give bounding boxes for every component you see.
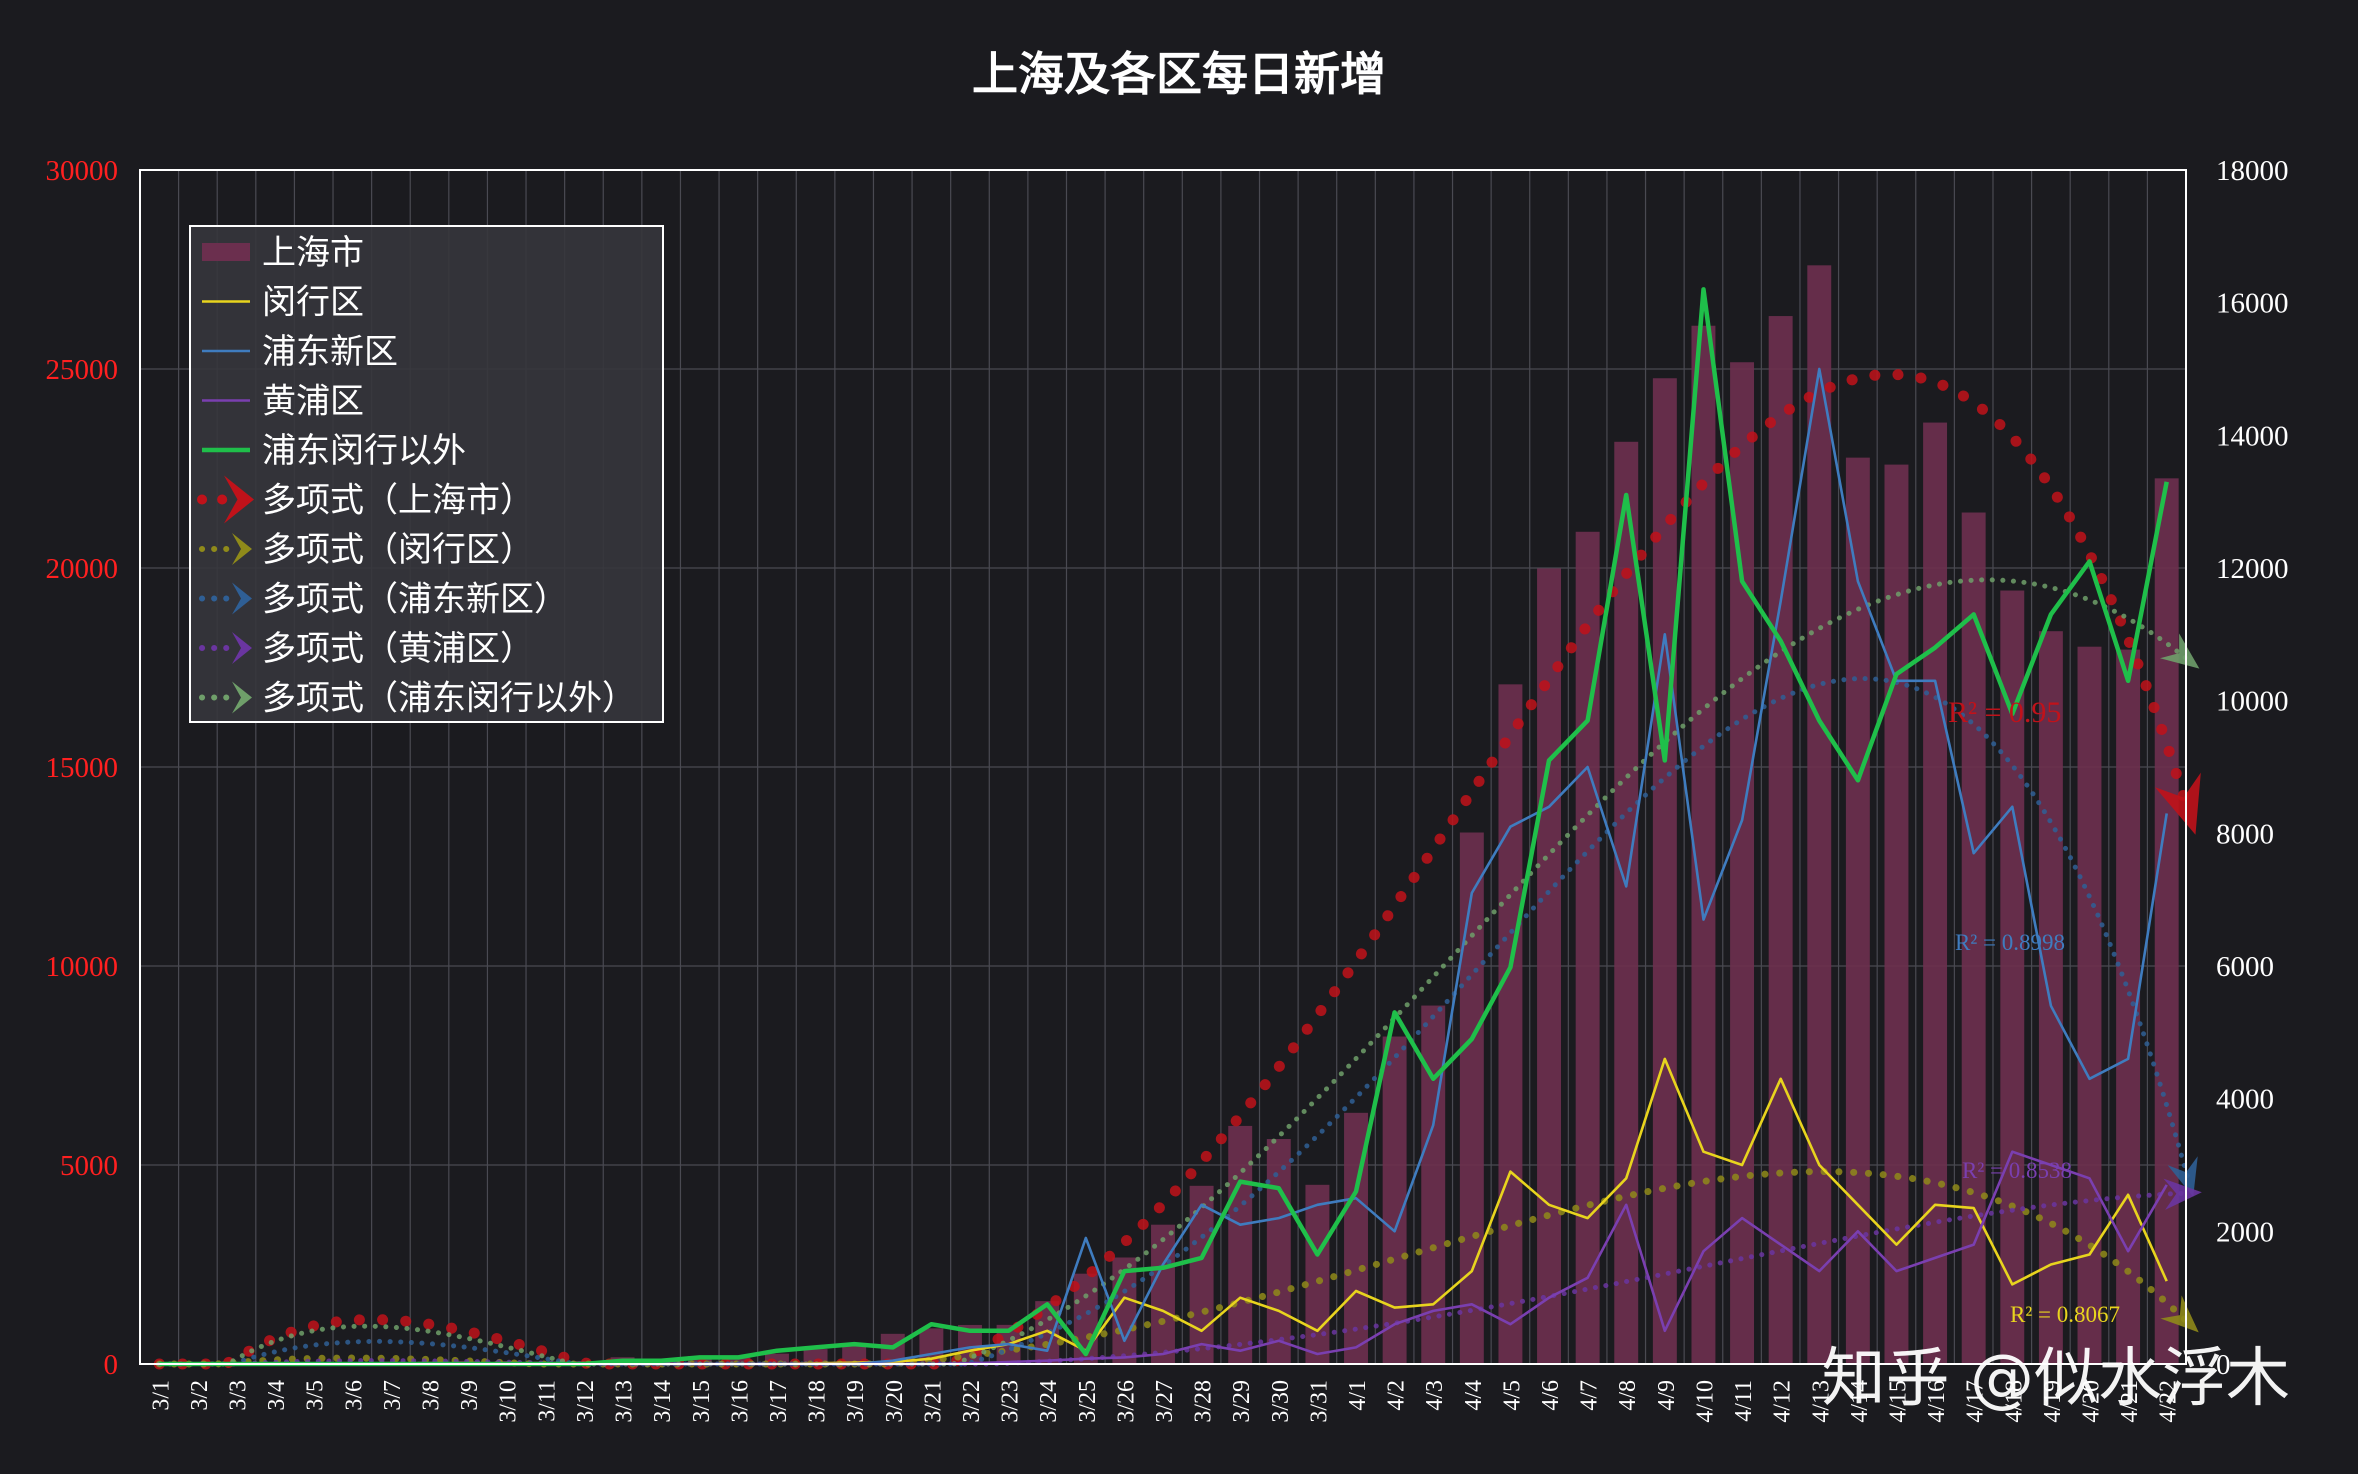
bar <box>1498 684 1522 1364</box>
legend-label: 多项式（浦东闵行以外） <box>262 680 636 718</box>
right-axis-tick-label: 18000 <box>2216 155 2289 187</box>
left-axis-tick-label: 0 <box>104 1349 119 1381</box>
bar <box>1846 458 1870 1364</box>
bar <box>1653 378 1677 1364</box>
x-axis-tick-label: 3/3 <box>226 1380 252 1411</box>
x-axis-tick-label: 4/7 <box>1577 1380 1603 1411</box>
x-axis-tick-label: 3/20 <box>882 1380 908 1423</box>
x-axis-tick-label: 3/28 <box>1191 1380 1217 1423</box>
bar <box>1460 833 1484 1364</box>
x-axis-tick-label: 4/11 <box>1731 1380 1757 1422</box>
x-axis-tick-label: 3/12 <box>573 1380 599 1423</box>
legend-label: 上海市 <box>262 234 364 272</box>
bar <box>1769 316 1793 1364</box>
x-axis-tick-label: 3/21 <box>920 1380 946 1423</box>
right-axis-tick-label: 10000 <box>2216 686 2289 718</box>
legend-label: 闵行区 <box>262 284 364 322</box>
r2-label: R² = 0.8067 <box>2010 1302 2120 1327</box>
x-axis-tick-label: 3/10 <box>496 1380 522 1423</box>
x-axis-tick-label: 4/5 <box>1499 1380 1525 1411</box>
x-axis-tick-label: 4/10 <box>1692 1380 1718 1423</box>
r2-label: R² = 0.8998 <box>1955 930 2065 955</box>
right-axis-tick-label: 12000 <box>2216 553 2289 585</box>
legend-label: 多项式（浦东新区） <box>262 581 568 619</box>
x-axis-tick-label: 3/17 <box>766 1380 792 1423</box>
r2-label: R² = 0.8538 <box>1962 1158 2072 1183</box>
x-axis-tick-label: 4/9 <box>1654 1380 1680 1411</box>
legend-label: 黄浦区 <box>262 383 364 421</box>
x-axis-tick-label: 3/1 <box>148 1380 174 1411</box>
left-axis-tick-label: 25000 <box>46 354 119 386</box>
x-axis-tick-label: 3/31 <box>1306 1380 1332 1423</box>
x-axis-tick-label: 3/23 <box>998 1380 1024 1423</box>
x-axis-tick-label: 3/30 <box>1268 1380 1294 1423</box>
x-axis-tick-label: 3/27 <box>1152 1380 1178 1423</box>
x-axis-tick-label: 3/19 <box>843 1380 869 1423</box>
x-axis-tick-label: 4/12 <box>1770 1380 1796 1423</box>
x-axis-tick-label: 4/6 <box>1538 1380 1564 1411</box>
left-axis-tick-label: 5000 <box>60 1150 118 1182</box>
x-axis-tick-label: 3/5 <box>303 1380 329 1411</box>
bar <box>1614 442 1638 1364</box>
bar <box>1807 265 1831 1364</box>
x-axis-tick-label: 3/6 <box>341 1380 367 1411</box>
x-axis-tick-label: 3/8 <box>419 1380 445 1411</box>
x-axis-tick-label: 3/7 <box>380 1380 406 1411</box>
x-axis-tick-label: 4/1 <box>1345 1380 1371 1411</box>
watermark: 知乎 @似水浮木 <box>1822 1342 2290 1416</box>
legend-label: 浦东新区 <box>262 333 398 371</box>
x-axis-tick-label: 4/8 <box>1615 1380 1641 1411</box>
legend-swatch-bar <box>202 243 250 261</box>
legend-label: 多项式（上海市） <box>262 482 534 520</box>
x-axis-tick-label: 3/16 <box>727 1380 753 1423</box>
x-axis-tick-label: 4/2 <box>1384 1380 1410 1411</box>
bar <box>1267 1139 1291 1364</box>
x-axis-tick-label: 3/29 <box>1229 1380 1255 1423</box>
bar <box>1305 1185 1329 1364</box>
x-axis-tick-label: 4/3 <box>1422 1380 1448 1411</box>
x-axis-tick-label: 3/13 <box>612 1380 638 1423</box>
x-axis-tick-label: 3/14 <box>650 1380 676 1423</box>
left-axis-tick-label: 10000 <box>46 951 119 983</box>
legend-label: 浦东闵行以外 <box>262 432 466 470</box>
x-axis-tick-label: 3/22 <box>959 1380 985 1423</box>
left-axis-tick-label: 30000 <box>46 155 119 187</box>
legend-label: 多项式（黄浦区） <box>262 630 534 668</box>
right-axis-tick-label: 2000 <box>2216 1216 2274 1248</box>
right-axis-tick-label: 16000 <box>2216 288 2289 320</box>
x-axis-tick-label: 3/15 <box>689 1380 715 1423</box>
left-axis-tick-label: 15000 <box>46 752 119 784</box>
right-axis-tick-label: 6000 <box>2216 951 2274 983</box>
right-axis-tick-label: 8000 <box>2216 818 2274 850</box>
x-axis-tick-label: 3/18 <box>805 1380 831 1423</box>
x-axis-tick-label: 4/4 <box>1461 1380 1487 1411</box>
x-axis-tick-label: 3/2 <box>187 1380 213 1411</box>
legend-label: 多项式（闵行区） <box>262 531 534 569</box>
x-axis-tick-label: 3/9 <box>457 1380 483 1411</box>
x-axis-tick-label: 3/25 <box>1075 1380 1101 1423</box>
chart-title: 上海及各区每日新增 <box>972 47 1386 101</box>
x-axis-tick-label: 3/24 <box>1036 1380 1062 1423</box>
x-axis-tick-label: 3/11 <box>534 1380 560 1422</box>
bar <box>1576 532 1600 1364</box>
x-axis-tick-label: 3/26 <box>1113 1380 1139 1423</box>
r2-label: R² = 0.95 <box>1948 696 2061 729</box>
bar <box>2039 631 2063 1364</box>
bar <box>2155 478 2179 1364</box>
left-axis-tick-label: 20000 <box>46 553 119 585</box>
x-axis-tick-label: 3/4 <box>264 1380 290 1411</box>
bar <box>1383 1037 1407 1364</box>
right-axis-tick-label: 14000 <box>2216 420 2289 452</box>
bar <box>1228 1126 1252 1364</box>
right-axis-tick-label: 4000 <box>2216 1084 2274 1116</box>
